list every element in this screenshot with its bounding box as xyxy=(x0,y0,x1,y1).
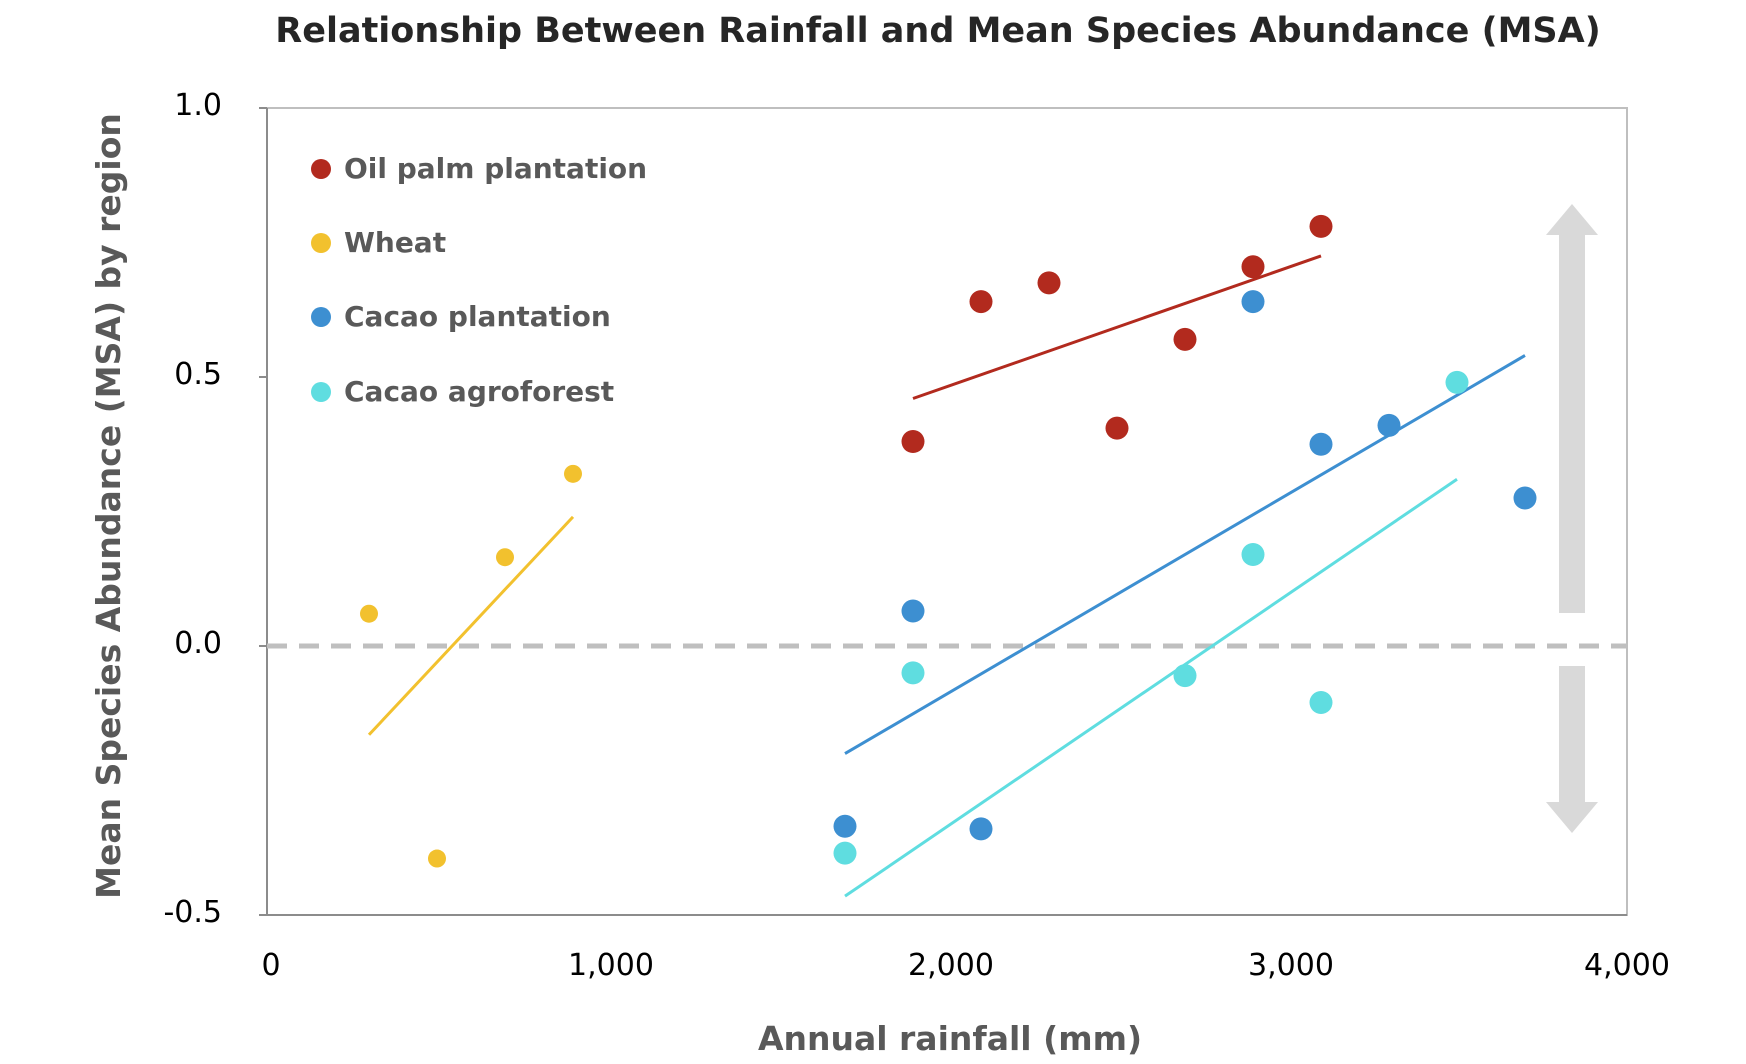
x-tick-label: 4,000 xyxy=(1584,948,1670,983)
point-wheat xyxy=(428,849,446,868)
point-oil-palm-plantation xyxy=(1241,255,1265,279)
legend-label-wheat: Wheat xyxy=(344,226,446,259)
point-cacao-plantation xyxy=(1309,432,1333,456)
legend-marker-oil-palm xyxy=(311,159,331,179)
y-axis-title: Mean Species Abundance (MSA) by region xyxy=(89,113,128,899)
x-tick-label: 3,000 xyxy=(1248,948,1334,983)
point-cacao-agroforest xyxy=(1241,543,1265,567)
legend-marker-cacao-agroforest xyxy=(311,382,331,402)
point-wheat xyxy=(564,464,582,483)
point-oil-palm-plantation xyxy=(969,290,993,314)
point-wheat xyxy=(360,604,378,623)
x-axis-title: Annual rainfall (mm) xyxy=(758,1019,1142,1058)
arrow-up-shaft xyxy=(1559,231,1585,613)
x-tick-label: 0 xyxy=(261,948,280,983)
point-cacao-agroforest xyxy=(1309,690,1333,714)
point-cacao-plantation xyxy=(1377,413,1401,437)
point-cacao-agroforest xyxy=(1445,370,1469,394)
y-tick-label: 1.0 xyxy=(174,88,222,123)
point-cacao-plantation xyxy=(1513,486,1537,510)
legend-label-cacao-plantation: Cacao plantation xyxy=(344,300,611,333)
point-cacao-plantation xyxy=(901,599,925,623)
chart-title: Relationship Between Rainfall and Mean S… xyxy=(275,11,1600,51)
y-tick-label: 0.0 xyxy=(174,626,222,661)
legend: Oil palm plantation Wheat Cacao plantati… xyxy=(311,152,647,408)
arrow-up-head xyxy=(1546,204,1598,235)
point-cacao-agroforest xyxy=(1173,664,1197,688)
point-cacao-plantation xyxy=(833,814,857,838)
point-cacao-agroforest xyxy=(833,841,857,865)
x-tick-label: 1,000 xyxy=(568,948,654,983)
point-cacao-plantation xyxy=(969,817,993,841)
trendline-cacao-agroforest xyxy=(844,477,1458,898)
plot-area-border xyxy=(266,107,1628,916)
x-tick-label: 2,000 xyxy=(908,948,994,983)
legend-label-cacao-agroforest: Cacao agroforest xyxy=(344,375,614,408)
point-wheat xyxy=(496,548,514,567)
double-arrow xyxy=(1546,204,1598,833)
y-tick-label: -0.5 xyxy=(163,895,222,930)
point-cacao-plantation xyxy=(1241,290,1265,314)
arrow-down-head xyxy=(1546,802,1598,833)
point-oil-palm-plantation xyxy=(1173,327,1197,351)
trendline-wheat xyxy=(367,515,575,736)
point-oil-palm-plantation xyxy=(1309,214,1333,238)
data-marks xyxy=(360,214,1537,898)
point-cacao-agroforest xyxy=(901,661,925,685)
legend-marker-cacao-plantation xyxy=(311,307,331,327)
point-oil-palm-plantation xyxy=(901,430,925,454)
trendline-oil-palm-plantation xyxy=(912,254,1322,400)
arrow-down-shaft xyxy=(1559,666,1585,806)
y-tick-label: 0.5 xyxy=(174,357,222,392)
trendline-cacao-plantation xyxy=(844,354,1526,755)
legend-label-oil-palm: Oil palm plantation xyxy=(344,152,647,185)
legend-marker-wheat xyxy=(311,233,331,253)
point-oil-palm-plantation xyxy=(1105,416,1129,440)
point-oil-palm-plantation xyxy=(1037,271,1061,295)
